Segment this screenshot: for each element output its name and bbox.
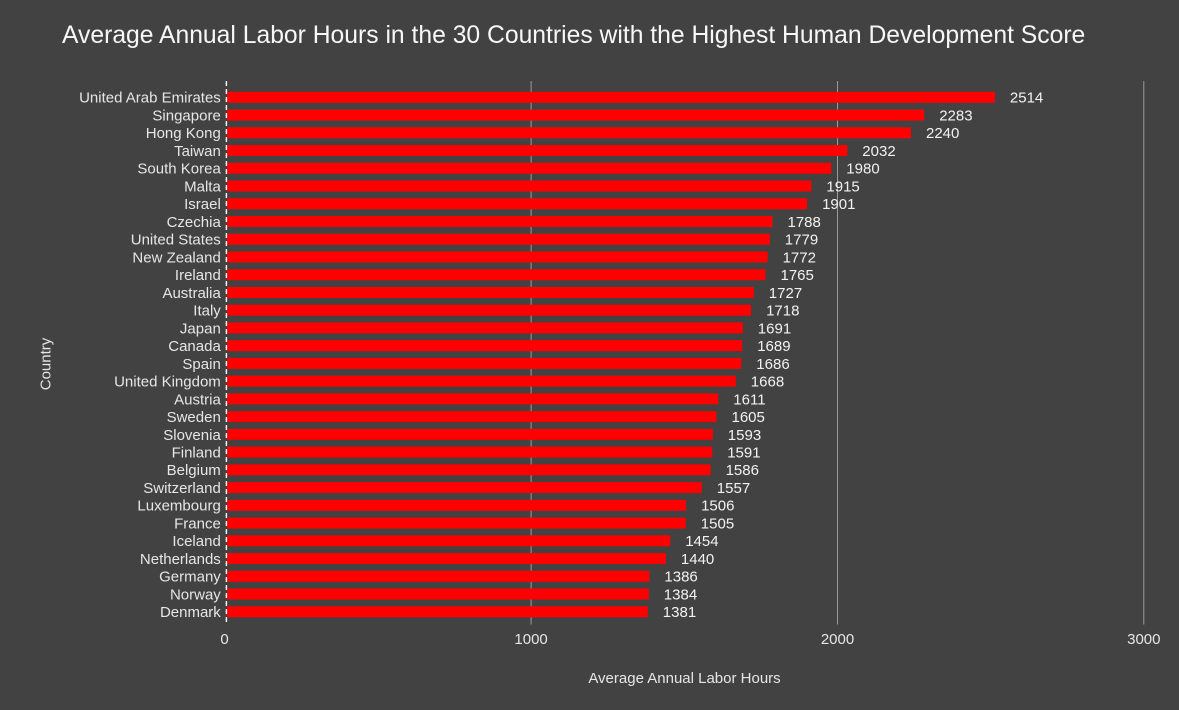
svg-text:1765: 1765 xyxy=(781,267,814,284)
svg-text:Slovenia: Slovenia xyxy=(163,427,221,444)
svg-text:Belgium: Belgium xyxy=(167,462,221,479)
svg-text:2240: 2240 xyxy=(926,125,959,142)
svg-text:Iceland: Iceland xyxy=(172,533,220,550)
svg-text:Average Annual Labor Hours in: Average Annual Labor Hours in the 30 Cou… xyxy=(62,22,1085,49)
svg-text:2283: 2283 xyxy=(939,107,972,124)
svg-text:1779: 1779 xyxy=(785,232,818,249)
svg-text:1901: 1901 xyxy=(822,196,855,213)
svg-text:1788: 1788 xyxy=(788,214,821,231)
svg-text:Switzerland: Switzerland xyxy=(143,480,221,497)
svg-text:Taiwan: Taiwan xyxy=(174,143,221,160)
svg-text:Netherlands: Netherlands xyxy=(140,551,221,568)
svg-text:United Kingdom: United Kingdom xyxy=(114,374,221,391)
svg-text:1727: 1727 xyxy=(769,285,802,302)
svg-text:3000: 3000 xyxy=(1127,631,1160,648)
svg-text:Israel: Israel xyxy=(184,196,221,213)
svg-text:1593: 1593 xyxy=(728,427,761,444)
svg-text:Germany: Germany xyxy=(159,569,221,586)
svg-text:1384: 1384 xyxy=(664,586,697,603)
svg-text:1454: 1454 xyxy=(685,533,718,550)
svg-text:1691: 1691 xyxy=(758,320,791,337)
svg-text:1506: 1506 xyxy=(701,498,734,515)
svg-text:Country: Country xyxy=(38,337,55,390)
svg-text:1505: 1505 xyxy=(701,515,734,532)
svg-text:1000: 1000 xyxy=(514,631,547,648)
svg-text:South Korea: South Korea xyxy=(137,161,221,178)
svg-text:1386: 1386 xyxy=(664,569,697,586)
svg-text:Spain: Spain xyxy=(182,356,220,373)
svg-text:2000: 2000 xyxy=(821,631,854,648)
svg-text:Czechia: Czechia xyxy=(167,214,222,231)
svg-text:2514: 2514 xyxy=(1010,90,1043,107)
svg-text:United Arab Emirates: United Arab Emirates xyxy=(79,90,221,107)
svg-text:Malta: Malta xyxy=(184,178,221,195)
svg-text:1980: 1980 xyxy=(846,161,879,178)
svg-text:1686: 1686 xyxy=(756,356,789,373)
svg-text:1915: 1915 xyxy=(826,178,859,195)
svg-text:Norway: Norway xyxy=(170,586,221,603)
svg-text:Australia: Australia xyxy=(162,285,221,302)
svg-text:Ireland: Ireland xyxy=(175,267,221,284)
svg-text:Denmark: Denmark xyxy=(160,604,221,621)
svg-text:France: France xyxy=(174,515,221,532)
svg-text:Average Annual Labor Hours: Average Annual Labor Hours xyxy=(588,670,780,687)
svg-text:1591: 1591 xyxy=(727,445,760,462)
svg-text:Italy: Italy xyxy=(193,303,221,320)
svg-text:United States: United States xyxy=(131,232,221,249)
svg-text:2032: 2032 xyxy=(862,143,895,160)
svg-text:1668: 1668 xyxy=(751,374,784,391)
svg-text:Singapore: Singapore xyxy=(152,107,220,124)
svg-text:Finland: Finland xyxy=(172,445,221,462)
svg-text:Austria: Austria xyxy=(174,391,221,408)
svg-text:1605: 1605 xyxy=(732,409,765,426)
svg-text:1689: 1689 xyxy=(757,338,790,355)
svg-text:Sweden: Sweden xyxy=(167,409,221,426)
svg-text:1381: 1381 xyxy=(663,604,696,621)
svg-text:Japan: Japan xyxy=(180,320,221,337)
svg-text:1586: 1586 xyxy=(726,462,759,479)
svg-text:1772: 1772 xyxy=(783,249,816,266)
svg-text:Hong Kong: Hong Kong xyxy=(146,125,221,142)
svg-text:New Zealand: New Zealand xyxy=(132,249,220,266)
svg-text:1718: 1718 xyxy=(766,303,799,320)
svg-text:1440: 1440 xyxy=(681,551,714,568)
svg-text:0: 0 xyxy=(220,631,228,648)
svg-text:Canada: Canada xyxy=(168,338,221,355)
svg-text:Luxembourg: Luxembourg xyxy=(137,498,220,515)
svg-text:1611: 1611 xyxy=(733,391,765,408)
svg-text:1557: 1557 xyxy=(717,480,750,497)
